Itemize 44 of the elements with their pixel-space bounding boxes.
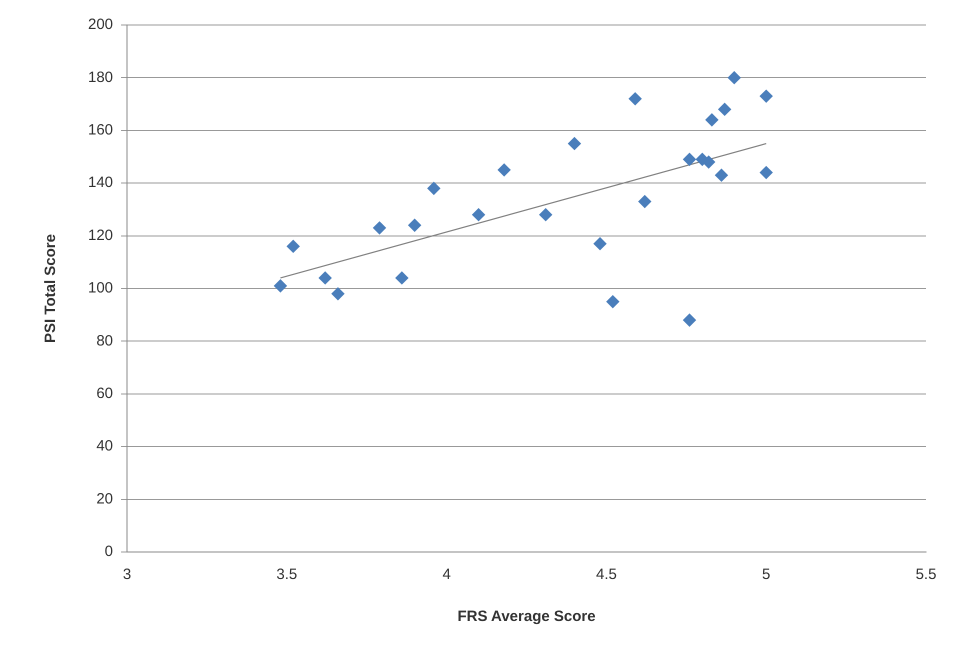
y-tick-label: 20 (96, 490, 114, 508)
point (683, 314, 696, 327)
y-tick-label: 180 (88, 68, 114, 86)
point (728, 71, 741, 84)
point (331, 287, 344, 300)
point (714, 168, 728, 182)
point (472, 208, 486, 222)
x-tick-label: 3 (122, 566, 132, 584)
point (568, 137, 581, 150)
point (274, 279, 287, 292)
point (408, 218, 422, 232)
point (498, 163, 511, 176)
point (628, 92, 642, 106)
point (395, 271, 408, 284)
point (760, 90, 773, 103)
point (702, 156, 716, 169)
y-tick-label: 120 (88, 226, 114, 244)
y-axis-title: PSI Total Score (42, 234, 60, 343)
x-tick-label: 5 (762, 566, 770, 584)
point (594, 237, 607, 250)
y-tick-label: 100 (88, 280, 114, 297)
y-tick-label: 160 (88, 122, 114, 139)
point (539, 208, 552, 222)
y-tick-label: 40 (96, 438, 114, 455)
x-tick-label: 3.5 (276, 566, 298, 584)
point (638, 195, 652, 208)
x-tick-label: 5.5 (916, 566, 936, 584)
point (427, 182, 440, 195)
y-tick-label: 80 (96, 332, 114, 350)
x-tick-label: 4.5 (596, 566, 617, 584)
x-axis-title: FRS Average Score (457, 608, 596, 626)
point (606, 295, 620, 308)
point (318, 271, 332, 284)
point (683, 152, 696, 166)
y-tick-label: 60 (96, 385, 114, 402)
y-tick-label: 200 (88, 16, 114, 34)
point (705, 113, 718, 126)
y-tick-label: 140 (88, 174, 114, 192)
point (760, 166, 773, 180)
point (718, 102, 732, 116)
point (373, 221, 386, 234)
y-tick-label: 0 (104, 543, 114, 560)
x-tick-label: 4 (442, 566, 451, 584)
point (286, 240, 300, 253)
